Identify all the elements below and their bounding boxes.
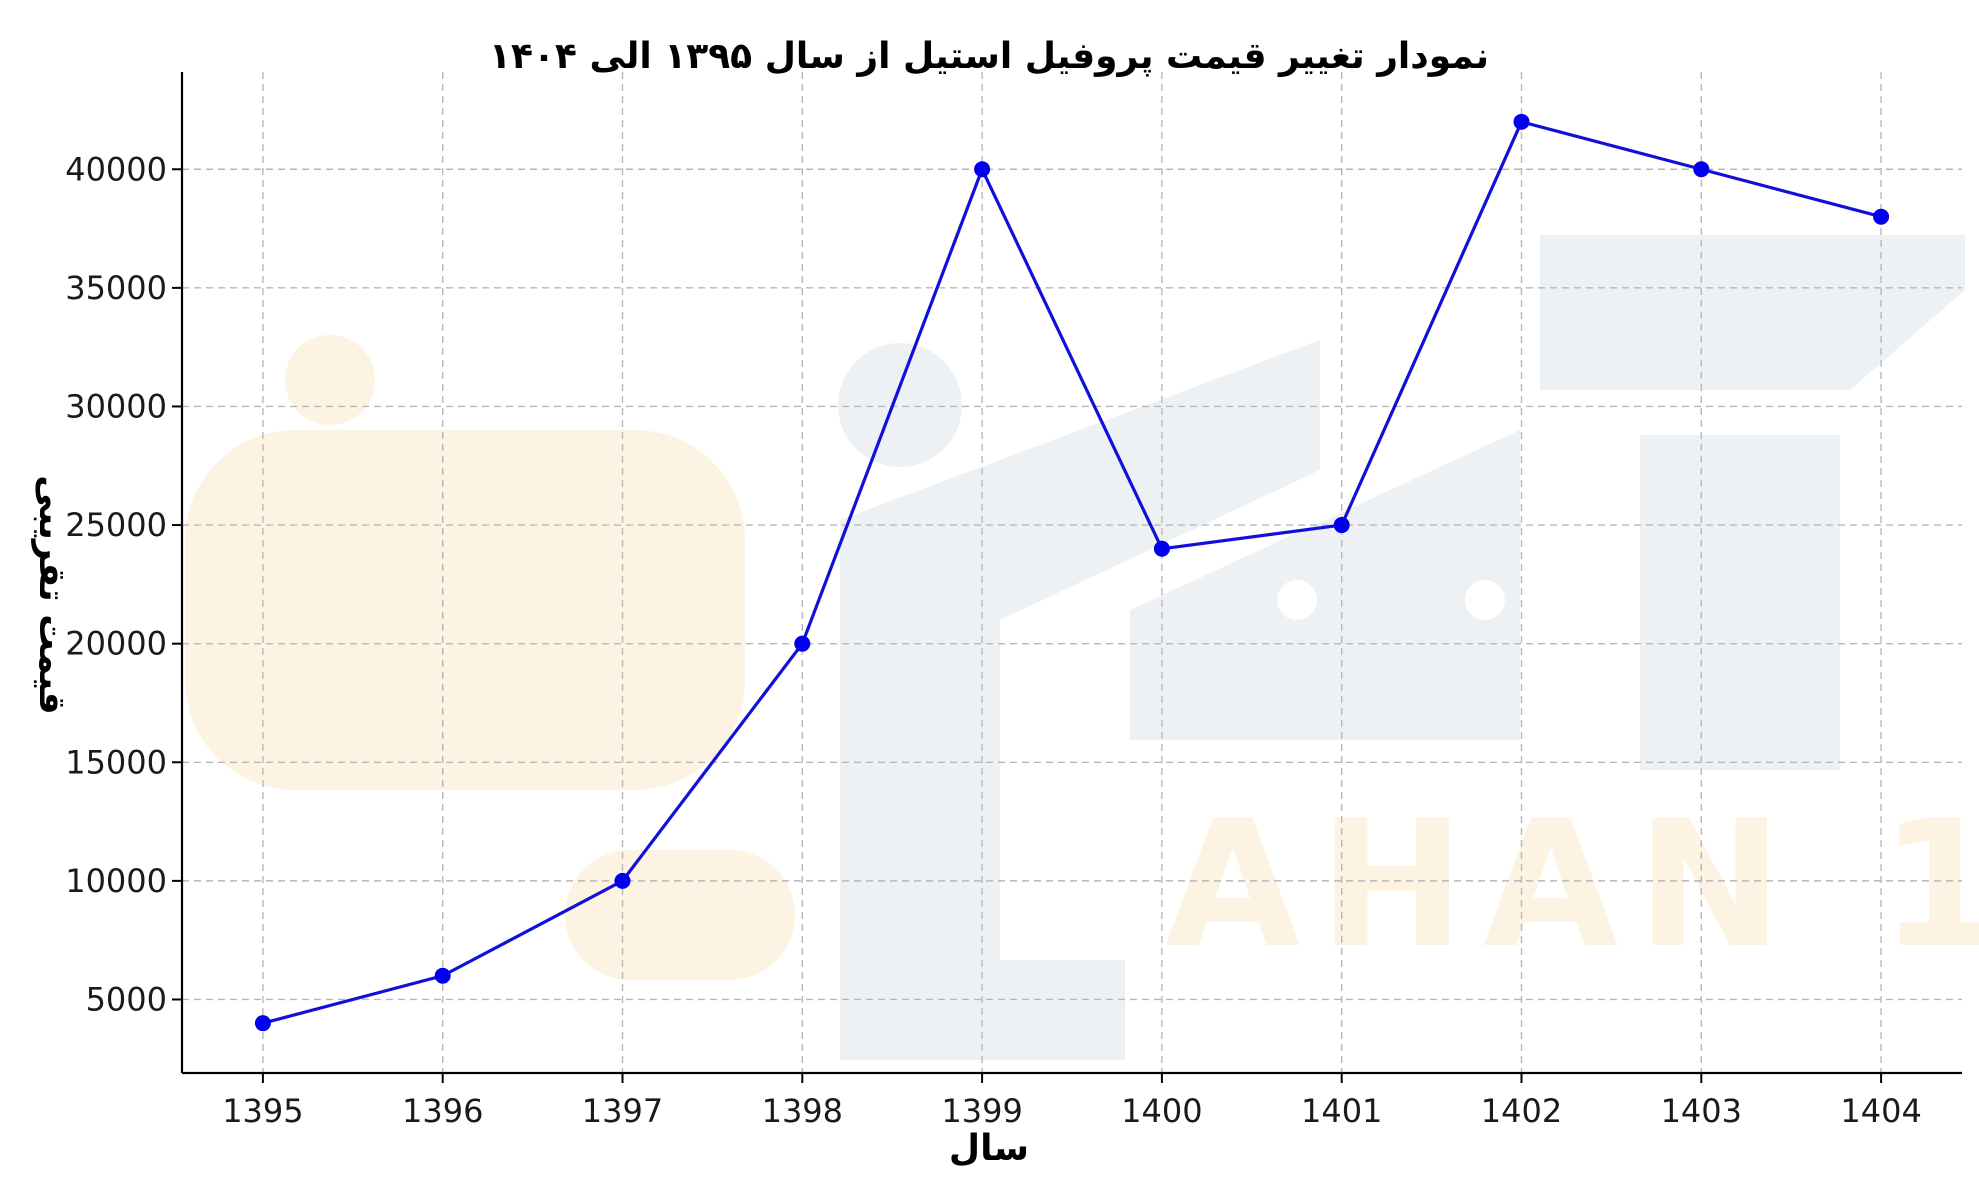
data-point	[1513, 113, 1530, 130]
x-tick-label: 1399	[941, 1092, 1022, 1130]
x-tick-label: 1400	[1121, 1092, 1202, 1130]
y-tick-label: 15000	[65, 743, 167, 781]
x-tick-label: 1397	[582, 1092, 663, 1130]
watermark-logo: AHAN 1	[185, 235, 1979, 1060]
watermark-text: AHAN 1	[1165, 784, 1979, 987]
data-point	[254, 1015, 271, 1032]
x-tick-label: 1404	[1840, 1092, 1921, 1130]
y-axis-label: قیمت تقریبی	[31, 475, 72, 715]
y-tick-label: 25000	[65, 506, 167, 544]
x-tick-label: 1403	[1661, 1092, 1742, 1130]
chart-title: نمودار تغییر قیمت پروفیل استیل از سال ۱۳…	[489, 36, 1489, 77]
axes: 1395 1396 1397 1398 1399 1400 1401 1402 1403 1404…	[65, 72, 1962, 1130]
x-tick-label: 1395	[222, 1092, 303, 1130]
x-tick-label: 1401	[1301, 1092, 1382, 1130]
data-point	[1333, 517, 1350, 534]
series	[254, 113, 1890, 1032]
series-line	[262, 120, 1882, 1025]
x-axis-label: سال	[949, 1128, 1029, 1169]
data-point	[974, 161, 991, 178]
data-point	[794, 635, 811, 652]
y-tick-label: 40000	[65, 150, 167, 188]
y-tick-label: 30000	[65, 387, 167, 425]
y-tick-label: 5000	[86, 980, 167, 1018]
data-point	[434, 967, 451, 984]
x-tick-label: 1396	[402, 1092, 483, 1130]
grid	[182, 72, 1962, 1073]
y-tick-label: 10000	[65, 862, 167, 900]
y-tick-label: 35000	[65, 269, 167, 307]
data-point	[614, 872, 631, 889]
data-point	[1153, 540, 1170, 557]
x-tick-label: 1398	[762, 1092, 843, 1130]
data-point	[1693, 161, 1710, 178]
y-tick-label: 20000	[65, 625, 167, 663]
data-point	[1873, 208, 1890, 225]
x-tick-label: 1402	[1481, 1092, 1562, 1130]
